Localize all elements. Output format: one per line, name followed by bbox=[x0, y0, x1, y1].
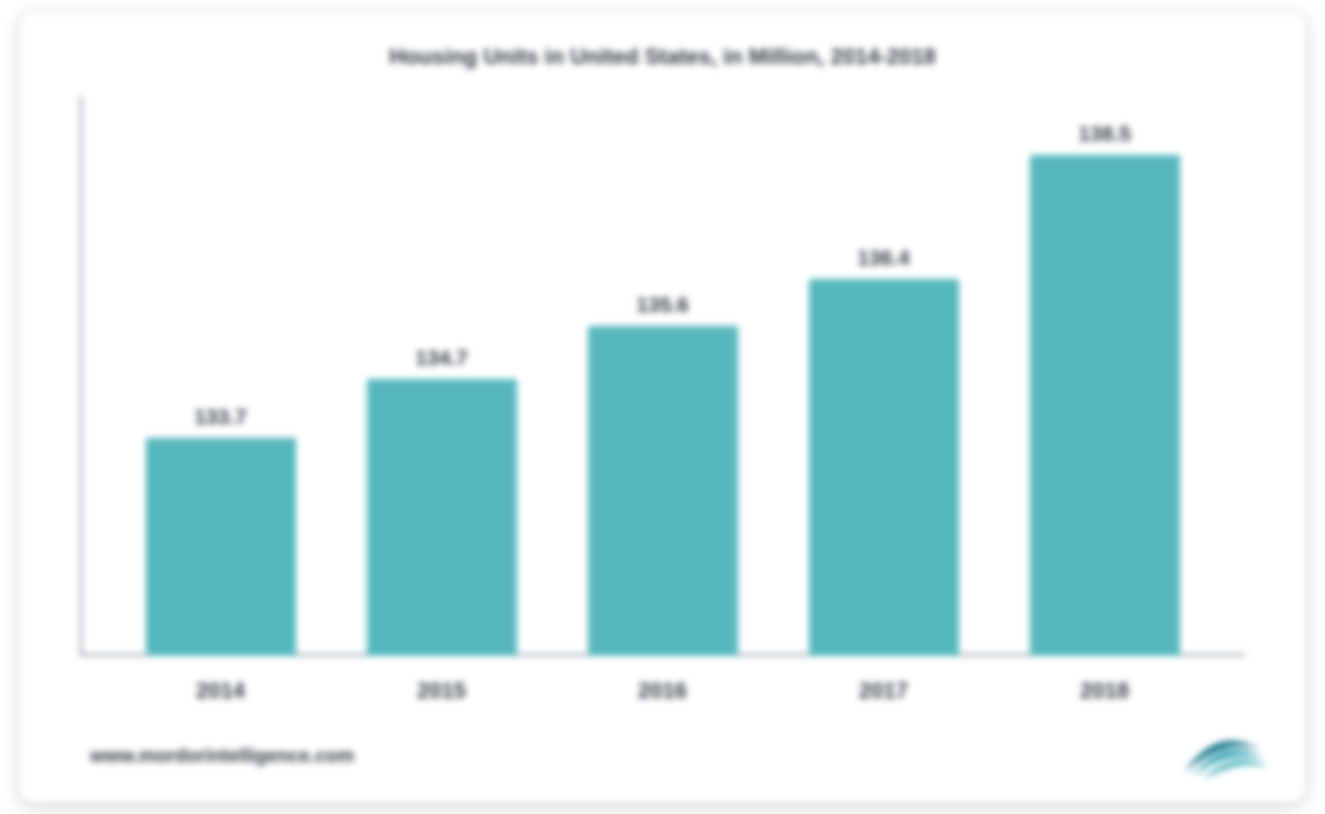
chart-title: Housing Units in United States, in Milli… bbox=[80, 44, 1245, 70]
x-tick-label: 2015 bbox=[357, 678, 527, 704]
bar-value-label: 135.6 bbox=[636, 294, 689, 318]
chart-plot-area: 133.7 134.7 135.6 136.4 138.5 bbox=[80, 96, 1245, 656]
x-tick-label: 2017 bbox=[799, 678, 969, 704]
bar-col: 138.5 bbox=[1020, 123, 1190, 656]
bar-col: 133.7 bbox=[136, 406, 306, 656]
bar-rect bbox=[588, 326, 738, 656]
bar-rect bbox=[146, 438, 296, 656]
x-tick-label: 2014 bbox=[136, 678, 306, 704]
bar-col: 136.4 bbox=[799, 247, 969, 656]
bar-rect bbox=[1030, 155, 1180, 656]
x-tick-label: 2018 bbox=[1020, 678, 1190, 704]
bar-rect bbox=[809, 279, 959, 656]
x-tick-label: 2016 bbox=[578, 678, 748, 704]
bars-container: 133.7 134.7 135.6 136.4 138.5 bbox=[80, 96, 1245, 656]
mordor-logo-icon bbox=[1181, 730, 1269, 780]
bar-col: 135.6 bbox=[578, 294, 748, 656]
chart-card: Housing Units in United States, in Milli… bbox=[20, 12, 1305, 802]
source-label: www.mordorintelligence.com bbox=[90, 746, 1245, 768]
bar-value-label: 133.7 bbox=[194, 406, 247, 430]
x-axis-labels: 2014 2015 2016 2017 2018 bbox=[80, 678, 1245, 704]
bar-value-label: 134.7 bbox=[415, 347, 468, 371]
bar-col: 134.7 bbox=[357, 347, 527, 656]
bar-value-label: 136.4 bbox=[857, 247, 910, 271]
bar-rect bbox=[367, 379, 517, 656]
bar-value-label: 138.5 bbox=[1078, 123, 1131, 147]
